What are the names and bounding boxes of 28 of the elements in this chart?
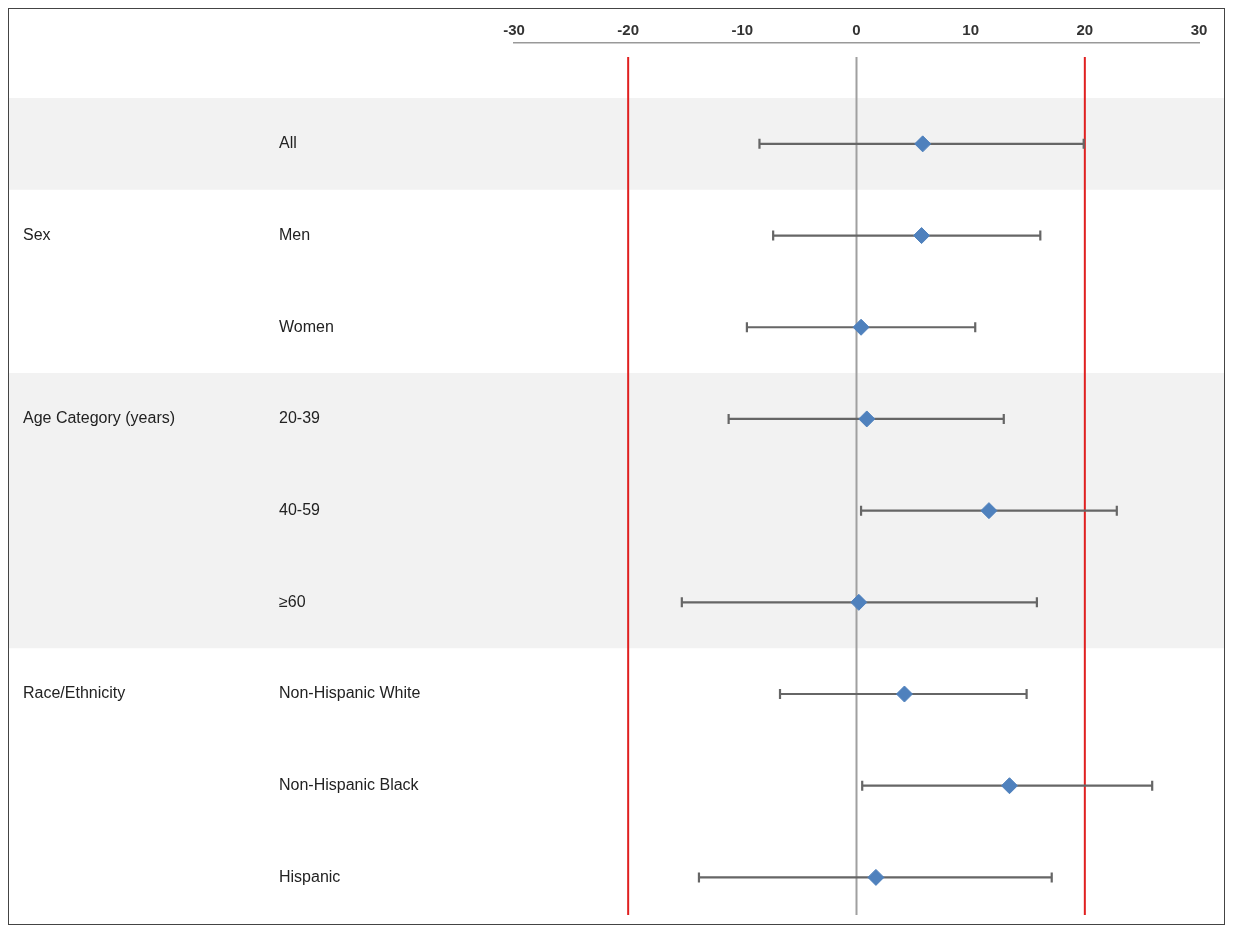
point xyxy=(1000,777,1018,795)
y-tick-label: 40-59 xyxy=(279,501,321,519)
x-tick-label: -30 xyxy=(503,21,525,39)
y-tick-label: Hispanic xyxy=(279,867,341,885)
y-tick-label: Non-Hispanic Black xyxy=(279,776,420,794)
point xyxy=(867,868,885,886)
y-tick-label: All xyxy=(279,134,297,152)
point xyxy=(858,410,876,428)
text: Age Category (years) xyxy=(23,409,176,427)
x-tick-label: -20 xyxy=(617,21,640,39)
x-tick-label: 30 xyxy=(1190,21,1208,39)
x-tick-label: -10 xyxy=(731,21,754,39)
point xyxy=(850,593,868,611)
text: Race/Ethnicity xyxy=(23,684,126,702)
y-tick-label: Men xyxy=(279,225,311,243)
x-tick-label: 10 xyxy=(962,21,980,39)
y-tick-label: ≥60 xyxy=(279,592,306,610)
y-tick-label: Non-Hispanic White xyxy=(279,684,421,702)
text: Sex xyxy=(23,225,51,243)
point xyxy=(980,502,998,520)
point xyxy=(914,135,932,153)
point xyxy=(852,318,870,336)
point xyxy=(913,227,931,245)
point xyxy=(895,685,913,703)
x-tick-label: 20 xyxy=(1076,21,1094,39)
y-tick-label: 20-39 xyxy=(279,409,321,427)
x-tick-label: 0 xyxy=(852,21,861,39)
y-tick-label: Women xyxy=(279,317,334,335)
